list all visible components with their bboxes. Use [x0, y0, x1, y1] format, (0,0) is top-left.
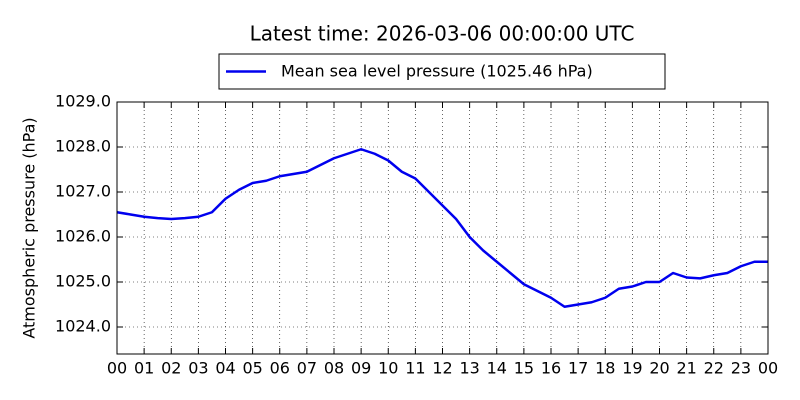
plot-frame: [116, 101, 769, 355]
y-tick-label: 1029.0: [55, 92, 111, 111]
x-tick-label: 16: [541, 359, 561, 378]
x-tick-label: 05: [242, 359, 262, 378]
x-tick-label: 09: [351, 359, 371, 378]
x-tick-label: 00: [107, 359, 127, 378]
x-tick-label: 00: [758, 359, 778, 378]
x-tick-label: 04: [215, 359, 235, 378]
x-tick-label: 11: [405, 359, 425, 378]
x-tick-label: 12: [432, 359, 452, 378]
data-line: [116, 148, 768, 308]
x-tick-label: 01: [134, 359, 154, 378]
y-tick-label: 1024.0: [55, 317, 111, 336]
chart-title: Latest time: 2026-03-06 00:00:00 UTC: [250, 22, 635, 46]
x-tick-label: 21: [676, 359, 696, 378]
x-tick-label: 23: [731, 359, 751, 378]
y-tick-label: 1026.0: [55, 227, 111, 246]
x-tick-label: 03: [188, 359, 208, 378]
x-tick-label: 08: [324, 359, 344, 378]
x-tick-label: 20: [649, 359, 669, 378]
x-tick-label: 06: [270, 359, 290, 378]
y-tick-label: 1028.0: [55, 137, 111, 156]
x-tick-label: 18: [595, 359, 615, 378]
x-tick-label: 17: [568, 359, 588, 378]
x-tick-label: 15: [514, 359, 534, 378]
x-tick-label: 14: [487, 359, 507, 378]
x-tick-label: 10: [378, 359, 398, 378]
y-tick-label: 1027.0: [55, 182, 111, 201]
x-tick-label: 07: [297, 359, 317, 378]
x-tick-label: 19: [622, 359, 642, 378]
x-tick-label: 13: [459, 359, 479, 378]
x-tick-label: 22: [704, 359, 724, 378]
x-tick-label: 02: [161, 359, 181, 378]
legend-label: Mean sea level pressure (1025.46 hPa): [281, 62, 593, 81]
y-tick-label: 1025.0: [55, 272, 111, 291]
y-axis-label: Atmospheric pressure (hPa): [20, 117, 39, 338]
legend-box: [218, 53, 666, 90]
